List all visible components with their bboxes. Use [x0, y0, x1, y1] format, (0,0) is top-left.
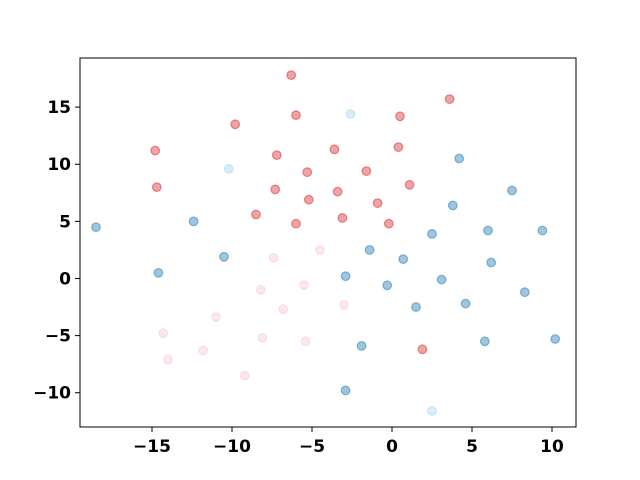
data-point — [382, 280, 393, 291]
data-point — [417, 344, 428, 355]
x-axis: −15 −10 −5 0 5 10 — [133, 427, 564, 457]
data-point — [427, 228, 437, 239]
x-tick-label: 0 — [386, 437, 398, 457]
data-point — [460, 298, 471, 309]
data-point — [404, 179, 415, 190]
data-point — [550, 334, 561, 344]
data-point — [398, 254, 409, 265]
data-point — [345, 109, 356, 119]
data-point — [270, 184, 281, 195]
data-point — [507, 185, 517, 196]
data-point — [150, 145, 161, 156]
data-point — [286, 70, 297, 80]
x-tick-label: 10 — [540, 437, 564, 457]
data-point — [151, 182, 162, 193]
data-point — [486, 257, 497, 268]
x-tick-label: −5 — [299, 437, 325, 457]
data-point — [291, 110, 301, 120]
data-point — [230, 119, 241, 130]
data-point — [153, 267, 164, 278]
y-tick-label: 5 — [59, 212, 71, 232]
data-point — [356, 341, 367, 351]
data-point — [302, 167, 313, 178]
data-point — [271, 150, 282, 161]
data-point — [361, 166, 372, 177]
data-point — [332, 186, 343, 197]
data-point — [278, 304, 289, 315]
data-point — [211, 312, 221, 323]
data-point — [251, 209, 261, 220]
data-point — [223, 163, 234, 174]
data-point — [447, 200, 458, 211]
data-point — [372, 198, 383, 209]
data-point — [427, 406, 437, 416]
y-tick-label: 10 — [47, 155, 71, 175]
data-point — [255, 285, 266, 295]
data-point — [454, 153, 465, 164]
data-point — [339, 299, 349, 310]
y-tick-label: 0 — [59, 269, 71, 289]
data-point — [393, 142, 404, 153]
data-point — [188, 216, 199, 227]
data-point — [158, 328, 169, 339]
data-point — [163, 354, 173, 365]
data-point — [268, 252, 279, 263]
data-point — [340, 271, 351, 282]
y-tick-label: 15 — [47, 98, 71, 118]
data-point — [239, 370, 250, 381]
data-point — [329, 144, 340, 155]
data-point — [219, 251, 229, 262]
data-point — [364, 244, 375, 255]
data-point — [483, 225, 493, 236]
data-point — [479, 336, 490, 347]
data-point — [315, 244, 325, 255]
plot-frame — [79, 57, 577, 428]
data-point — [519, 287, 530, 298]
data-point — [383, 218, 394, 229]
data-point — [299, 280, 309, 291]
data-point — [91, 222, 101, 233]
data-point — [444, 94, 455, 104]
y-tick-label: −10 — [33, 384, 71, 404]
y-axis: −10 −5 0 5 10 15 — [33, 98, 80, 404]
data-point — [340, 385, 351, 396]
x-tick-label: −15 — [133, 437, 171, 457]
data-point — [291, 218, 301, 229]
x-tick-label: 5 — [466, 437, 478, 457]
data-point — [436, 274, 447, 285]
data-point — [198, 345, 209, 356]
data-points — [91, 70, 561, 416]
data-point — [411, 302, 421, 312]
data-point — [303, 194, 314, 205]
y-tick-label: −5 — [45, 327, 71, 347]
data-point — [257, 333, 268, 343]
data-point — [337, 212, 348, 223]
data-point — [395, 111, 405, 122]
data-point — [537, 225, 548, 236]
data-point — [300, 336, 311, 347]
x-tick-label: −10 — [213, 437, 251, 457]
